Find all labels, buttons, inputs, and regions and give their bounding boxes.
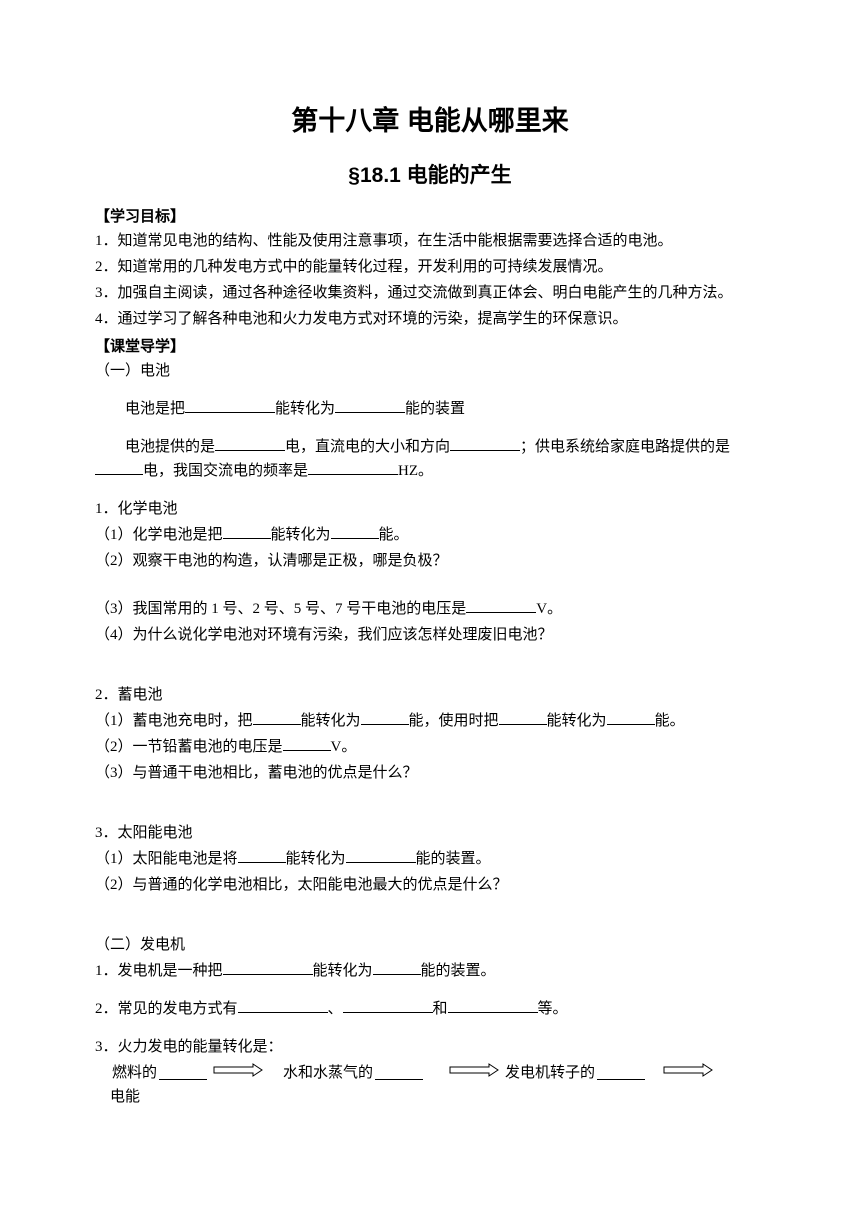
blank [448, 998, 538, 1013]
generator-heading: （二）发电机 [95, 933, 765, 957]
text: 能转化为 [301, 713, 361, 729]
blank [253, 710, 301, 725]
storage-q1: （1）蓄电池充电时，把 能转化为 能，使用时把 能转化为 能。 [95, 709, 765, 733]
text: 能转化为 [547, 713, 607, 729]
storage-q3: （3）与普通干电池相比，蓄电池的优点是什么？ [95, 761, 765, 785]
flow-rotor: 发电机转子的 [505, 1061, 595, 1085]
chem-q1: （1）化学电池是把 能转化为 能。 [95, 523, 765, 547]
flow-fuel: 燃料的 [112, 1061, 157, 1085]
blank [223, 524, 271, 539]
text: 能。 [379, 527, 409, 543]
blank [223, 960, 313, 975]
blank [238, 848, 286, 863]
text: 电池提供的是 [125, 439, 215, 455]
text: 2．常见的发电方式有 [95, 1001, 238, 1017]
battery-def: 电池是把 能转化为 能的装置 [95, 397, 765, 421]
solar-q2: （2）与普通的化学电池相比，太阳能电池最大的优点是什么？ [95, 873, 765, 897]
blank [283, 736, 331, 751]
blank [361, 710, 409, 725]
objective-2: 2．知道常用的几种发电方式中的能量转化过程，开发利用的可持续发展情况。 [95, 255, 765, 279]
text: （1）化学电池是把 [95, 527, 223, 543]
objectives-heading: 【学习目标】 [95, 205, 765, 229]
objective-3: 3．加强自主阅读，通过各种途径收集资料，通过交流做到真正体会、明白电能产生的几种… [95, 281, 765, 305]
blank [373, 960, 421, 975]
gen-q2: 2．常见的发电方式有 、 和 等。 [95, 997, 765, 1021]
text: V。 [331, 739, 357, 755]
chapter-title: 第十八章 电能从哪里来 [95, 100, 765, 143]
text: 等。 [538, 1001, 568, 1017]
chem-q3: （3）我国常用的 1 号、2 号、5 号、7 号干电池的电压是 V。 [95, 597, 765, 621]
flow-steam: 水和水蒸气的 [283, 1061, 373, 1085]
text: （1）太阳能电池是将 [95, 851, 238, 867]
flow-electric: 电能 [95, 1085, 765, 1109]
text: 能转化为 [286, 851, 346, 867]
blank [597, 1065, 645, 1080]
arrow-icon [213, 1061, 263, 1085]
energy-flow: 燃料的 水和水蒸气的 发电机转子的 [95, 1061, 765, 1085]
chem-heading: 1．化学电池 [95, 497, 765, 521]
objective-4: 4．通过学习了解各种电池和火力发电方式对环境的污染，提高学生的环保意识。 [95, 307, 765, 331]
blank [450, 436, 520, 451]
storage-q2: （2）一节铅蓄电池的电压是 V。 [95, 735, 765, 759]
text: 电，直流电的大小和方向 [285, 439, 450, 455]
text: （3）我国常用的 1 号、2 号、5 号、7 号干电池的电压是 [95, 601, 466, 617]
text: V。 [536, 601, 562, 617]
text: 能的装置。 [416, 851, 491, 867]
blank [343, 998, 433, 1013]
text: 和 [433, 1001, 448, 1017]
blank [95, 460, 143, 475]
solar-q1: （1）太阳能电池是将 能转化为 能的装置。 [95, 847, 765, 871]
text: 1．发电机是一种把 [95, 963, 223, 979]
chem-q4: （4）为什么说化学电池对环境有污染，我们应该怎样处理废旧电池？ [95, 623, 765, 647]
gen-q1: 1．发电机是一种把 能转化为 能的装置。 [95, 959, 765, 983]
solar-heading: 3．太阳能电池 [95, 821, 765, 845]
text: 能，使用时把 [409, 713, 499, 729]
arrow-icon [663, 1061, 713, 1085]
blank [346, 848, 416, 863]
blank [185, 398, 275, 413]
blank [159, 1065, 207, 1080]
text: （2）一节铅蓄电池的电压是 [95, 739, 283, 755]
blank [331, 524, 379, 539]
blank [238, 998, 328, 1013]
blank [215, 436, 285, 451]
blank [607, 710, 655, 725]
guide-heading: 【课堂导学】 [95, 335, 765, 359]
blank [466, 598, 536, 613]
text: 电，我国交流电的频率是 [143, 463, 308, 479]
text: 能转化为 [275, 401, 335, 417]
blank [335, 398, 405, 413]
text: 能。 [655, 713, 685, 729]
objective-1: 1．知道常见电池的结构、性能及使用注意事项，在生活中能根据需要选择合适的电池。 [95, 229, 765, 253]
arrow-icon [449, 1061, 499, 1085]
text: 能的装置。 [421, 963, 496, 979]
battery-current: 电池提供的是 电，直流电的大小和方向 ；供电系统给家庭电路提供的是电，我国交流电的频… [95, 435, 765, 483]
text: 能的装置 [405, 401, 465, 417]
text: 、 [328, 1001, 343, 1017]
blank [375, 1065, 423, 1080]
text: （1）蓄电池充电时，把 [95, 713, 253, 729]
blank [499, 710, 547, 725]
chem-q2: （2）观察干电池的构造，认清哪是正极，哪是负极？ [95, 549, 765, 573]
section-1-heading: （一）电池 [95, 359, 765, 383]
section-title: §18.1 电能的产生 [95, 159, 765, 193]
storage-heading: 2．蓄电池 [95, 683, 765, 707]
text: 能转化为 [313, 963, 373, 979]
text: 能转化为 [271, 527, 331, 543]
text: ；供电系统给家庭电路提供的是 [520, 439, 730, 455]
gen-q3: 3．火力发电的能量转化是： [95, 1035, 765, 1059]
text: 电池是把 [125, 401, 185, 417]
text: HZ。 [398, 463, 433, 479]
blank [308, 460, 398, 475]
